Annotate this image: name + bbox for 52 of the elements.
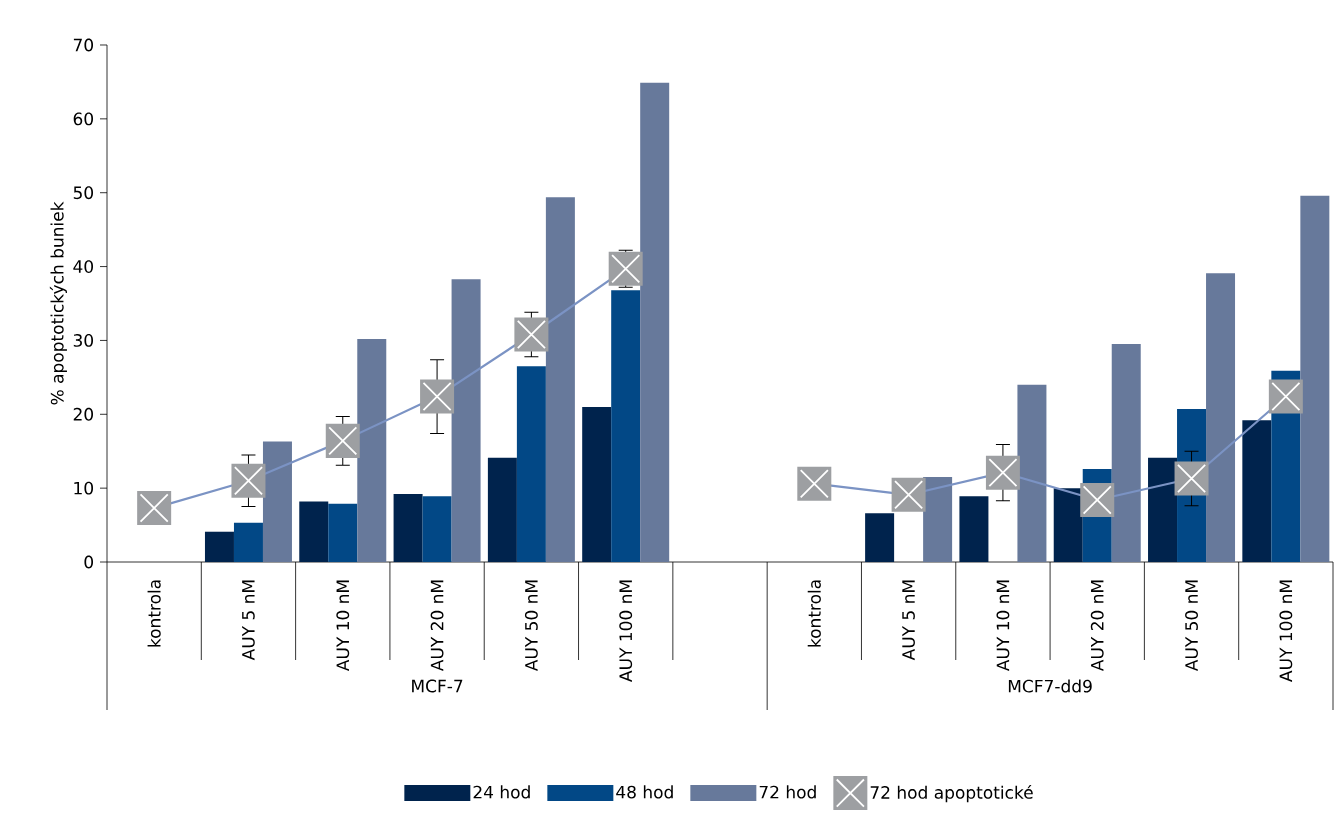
bar [1206, 273, 1236, 562]
bar [299, 501, 329, 562]
bar [328, 503, 358, 562]
bar [1053, 488, 1083, 562]
y-tick-label: 30 [73, 333, 94, 347]
bar [233, 522, 263, 562]
bar [204, 531, 234, 562]
x-tick-label: AUY 50 nM [524, 580, 538, 672]
bar [487, 457, 517, 562]
bar [393, 494, 423, 562]
bar [582, 406, 612, 562]
bar [1017, 384, 1047, 562]
bar [262, 441, 292, 562]
bar [451, 279, 481, 562]
bar [1148, 457, 1178, 562]
y-tick-label: 10 [74, 481, 94, 495]
x-tick-label: kontrola [807, 580, 821, 647]
legend-label: 24 hod [473, 785, 530, 799]
y-tick-label: 0 [84, 555, 94, 569]
bar [357, 338, 387, 562]
x-tick-label: AUY 5 nM [902, 580, 915, 661]
x-tick-label: AUY 10 nM [996, 580, 1010, 672]
y-tick-label: 70 [73, 38, 94, 52]
y-tick-label: 20 [73, 407, 94, 421]
bar [865, 513, 895, 562]
x-tick-label: kontrola [147, 580, 161, 647]
text: MCF-7 [412, 679, 463, 693]
bar [923, 477, 953, 562]
bar [611, 290, 641, 562]
bar [959, 496, 989, 562]
y-tick-label: 40 [73, 260, 94, 273]
x-tick-label: AUY 100 nM [619, 580, 633, 682]
bar [640, 82, 670, 562]
bar [422, 496, 452, 562]
y-axis-title: % apoptotických buniek [49, 201, 67, 405]
text: MCF7-dd9 [1008, 679, 1092, 693]
x-tick-label: AUY 10 nM [336, 580, 350, 672]
bar [516, 366, 546, 562]
legend-label: 72 hod apoptotické [870, 785, 1033, 803]
bar [1300, 195, 1330, 562]
bar [545, 197, 575, 562]
x-tick-label: AUY 20 nM [430, 580, 444, 672]
bar [1242, 420, 1272, 562]
x-tick-label: AUY 5 nM [242, 580, 255, 661]
y-tick-label: 50 [73, 186, 94, 200]
legend-label: 48 hod [616, 785, 673, 799]
x-tick-label: AUY 20 nM [1090, 580, 1104, 672]
legend-label: 72 hod [759, 785, 816, 799]
x-tick-label: AUY 100 nM [1279, 580, 1293, 682]
y-tick-label: 60 [73, 112, 94, 126]
x-tick-label: AUY 50 nM [1185, 580, 1198, 672]
bar [1111, 344, 1141, 562]
